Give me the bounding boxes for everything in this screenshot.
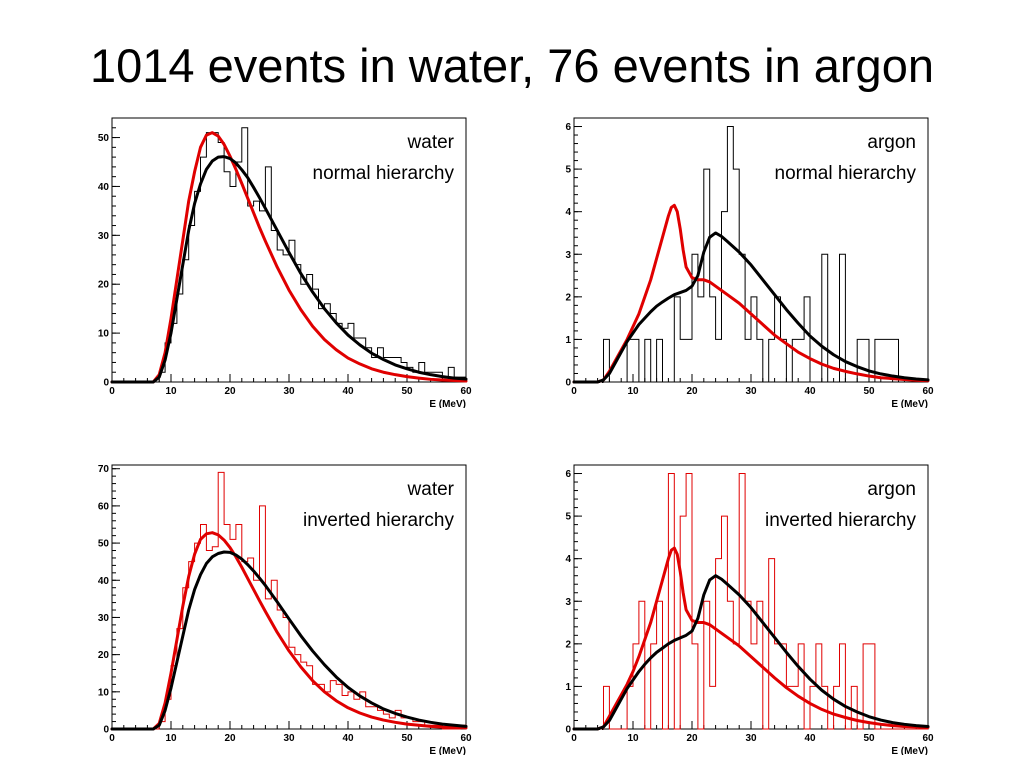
x-tick-label: 40 [342, 733, 354, 744]
chart-water-normal: 0 10 20 30 40 50 0 10 20 30 40 50 60 E (MeV) water norm… [96, 108, 562, 408]
annotation-hierarchy: normal hierarchy [313, 163, 455, 184]
x-tick-label: 40 [342, 386, 354, 397]
x-tick-label: 10 [627, 733, 639, 744]
y-tick-label: 0 [565, 378, 571, 389]
y-tick-label: 3 [565, 250, 571, 261]
y-tick-label: 30 [98, 613, 110, 624]
x-tick-label: 50 [863, 386, 875, 397]
y-tick-label: 4 [565, 554, 571, 565]
x-tick-label: 10 [627, 386, 639, 397]
y-tick-label: 20 [98, 280, 110, 291]
chart-svg: 0 10 20 30 40 50 0 10 20 30 40 50 60 E (MeV) water norm… [98, 117, 472, 408]
curve-series-black [110, 155, 468, 384]
plot-frame [111, 464, 467, 730]
slide-title: 1014 events in water, 76 events in argon [90, 39, 934, 92]
y-tick-label: 1 [565, 335, 571, 346]
chart-svg: 0 10 20 30 40 50 60 70 0 10 20 30 40 50 60 E (MeV) water… [98, 464, 472, 755]
y-tick-label: 10 [98, 329, 110, 340]
y-tick-label: 10 [98, 687, 110, 698]
x-tick-label: 30 [283, 733, 295, 744]
x-tick-label: 30 [745, 733, 757, 744]
x-tick-label: 50 [401, 386, 413, 397]
chart-water-inverted: 0 10 20 30 40 50 60 70 0 10 20 30 40 50 60 E (MeV) water… [96, 455, 562, 755]
y-tick-label: 20 [98, 650, 110, 661]
x-tick-label: 0 [571, 386, 577, 397]
y-tick-label: 6 [565, 122, 571, 133]
annotation-target: water [407, 479, 455, 500]
y-tick-label: 2 [565, 292, 571, 303]
x-tick-label: 10 [165, 386, 177, 397]
y-tick-label: 5 [565, 165, 571, 176]
y-tick-label: 0 [103, 378, 109, 389]
y-tick-label: 2 [565, 639, 571, 650]
y-tick-label: 60 [98, 501, 110, 512]
y-tick-label: 50 [98, 133, 110, 144]
curve-series-black [572, 574, 930, 731]
histogram-series [574, 473, 928, 730]
histogram-series [574, 126, 928, 383]
annotation-hierarchy: inverted hierarchy [303, 510, 455, 531]
x-tick-label: 20 [224, 733, 236, 744]
y-tick-label: 1 [565, 682, 571, 693]
curve-series-black [572, 231, 930, 384]
x-tick-label: 30 [745, 386, 757, 397]
annotation-target: water [407, 132, 455, 153]
annotation-hierarchy: inverted hierarchy [765, 510, 917, 531]
x-axis-title: E (MeV) [891, 399, 928, 408]
y-tick-label: 6 [565, 469, 571, 480]
y-tick-label: 30 [98, 231, 110, 242]
chart-argon-inverted: 0 1 2 3 4 5 6 0 10 20 30 40 50 60 E (MeV) argon inverted… [558, 455, 1024, 755]
y-tick-label: 40 [98, 576, 110, 587]
x-tick-label: 50 [863, 733, 875, 744]
y-tick-label: 70 [98, 464, 110, 475]
x-tick-label: 60 [460, 386, 472, 397]
y-tick-label: 3 [565, 597, 571, 608]
x-tick-label: 10 [165, 733, 177, 744]
x-tick-label: 30 [283, 386, 295, 397]
y-tick-label: 5 [565, 512, 571, 523]
curve-series-red [572, 203, 930, 384]
y-tick-label: 4 [565, 207, 571, 218]
x-axis-title: E (MeV) [429, 399, 466, 408]
annotation-target: argon [867, 479, 916, 500]
x-tick-label: 0 [109, 386, 115, 397]
histogram-series [112, 127, 467, 383]
x-tick-label: 20 [686, 733, 698, 744]
y-tick-label: 0 [103, 725, 109, 736]
y-tick-label: 40 [98, 182, 110, 193]
curve-series-black [110, 550, 468, 731]
chart-argon-normal: 0 1 2 3 4 5 6 0 10 20 30 40 50 60 E (MeV) argon normal h… [558, 108, 1024, 408]
y-tick-label: 50 [98, 539, 110, 550]
curve-series-red [110, 131, 468, 384]
y-tick-label: 0 [565, 725, 571, 736]
x-axis-title: E (MeV) [891, 746, 928, 755]
x-tick-label: 40 [804, 386, 816, 397]
annotation-hierarchy: normal hierarchy [775, 163, 917, 184]
x-tick-label: 60 [922, 733, 934, 744]
x-tick-label: 60 [460, 733, 472, 744]
x-tick-label: 50 [401, 733, 413, 744]
x-tick-label: 20 [224, 386, 236, 397]
x-tick-label: 20 [686, 386, 698, 397]
x-axis-title: E (MeV) [429, 746, 466, 755]
x-tick-label: 40 [804, 733, 816, 744]
curve-series-red [110, 531, 468, 731]
curve-series-red [572, 546, 930, 731]
annotation-target: argon [867, 132, 916, 153]
x-tick-label: 0 [109, 733, 115, 744]
x-tick-label: 60 [922, 386, 934, 397]
x-tick-label: 0 [571, 733, 577, 744]
